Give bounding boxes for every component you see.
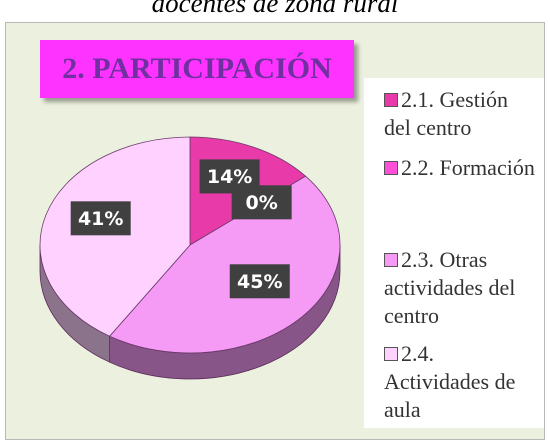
legend-label: 2.3. Otras actividades del centro <box>384 247 516 328</box>
legend-item: 2.1. Gestión del centro <box>384 86 540 142</box>
legend-item: 2.2. Formación <box>384 154 540 182</box>
legend-swatch <box>384 347 398 361</box>
data-label-box <box>231 185 292 220</box>
legend-label: 2.1. Gestión del centro <box>384 87 508 140</box>
data-label-box <box>70 201 131 236</box>
pie-slice <box>108 175 341 354</box>
data-label-box <box>229 264 290 299</box>
legend-item: 2.3. Otras actividades del centro <box>384 246 540 330</box>
data-label: 41% <box>78 208 123 230</box>
pie-slice <box>39 136 191 337</box>
legend-swatch <box>384 253 398 267</box>
legend-label: 2.4. Actividades de aula <box>384 341 516 422</box>
legend-swatch <box>384 161 398 175</box>
chart-title: 2. PARTICIPACIÓN <box>40 40 354 98</box>
subtitle: docentes de zona rural <box>151 0 399 18</box>
data-label: 45% <box>237 271 282 293</box>
legend-swatch <box>384 93 398 107</box>
data-label: 14% <box>207 166 252 188</box>
legend-label: 2.2. Formación <box>401 155 535 180</box>
legend: 2.1. Gestión del centro 2.2. Formación 2.3… <box>364 78 544 428</box>
data-label: 0% <box>246 192 278 214</box>
legend-item: 2.4. Actividades de aula <box>384 340 540 424</box>
